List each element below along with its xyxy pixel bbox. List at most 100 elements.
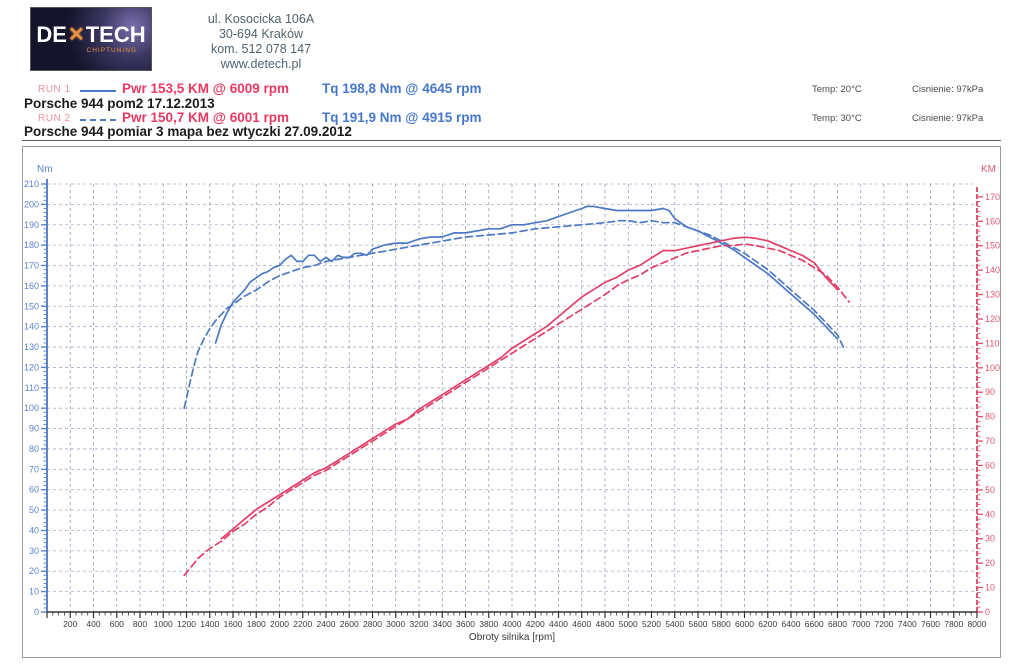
svg-text:40: 40 (985, 509, 995, 519)
svg-text:190: 190 (24, 220, 39, 230)
svg-text:3200: 3200 (410, 619, 429, 629)
svg-text:0: 0 (34, 607, 39, 617)
svg-text:140: 140 (24, 322, 39, 332)
svg-text:400: 400 (86, 619, 100, 629)
svg-text:210: 210 (24, 179, 39, 189)
address-line-street: ul. Kosocicka 106A (207, 12, 315, 26)
address-line-phone: kom. 512 078 147 (210, 42, 312, 56)
run1-torque-peak: Tq 198,8 Nm @ 4645 rpm (322, 81, 482, 96)
svg-text:150: 150 (985, 241, 1000, 251)
svg-text:100: 100 (24, 403, 39, 413)
svg-text:140: 140 (985, 265, 1000, 275)
svg-text:5600: 5600 (689, 619, 708, 629)
svg-text:3400: 3400 (433, 619, 452, 629)
header-divider (22, 140, 1001, 141)
svg-text:110: 110 (985, 338, 999, 348)
svg-text:3800: 3800 (479, 619, 498, 629)
run1-line-swatch (80, 90, 116, 92)
svg-text:80: 80 (985, 412, 995, 422)
svg-text:4600: 4600 (572, 619, 591, 629)
svg-text:3000: 3000 (386, 619, 405, 629)
svg-text:5400: 5400 (665, 619, 684, 629)
svg-text:200: 200 (24, 199, 39, 209)
run2-title: Porsche 944 pomiar 3 mapa bez wtyczki 27… (24, 124, 352, 139)
run1-pressure: Cisnienie: 97kPa (912, 84, 984, 95)
logo-text-left: DE (36, 21, 67, 47)
svg-text:7800: 7800 (944, 619, 963, 629)
svg-text:2200: 2200 (293, 619, 312, 629)
svg-text:5800: 5800 (712, 619, 731, 629)
svg-text:10: 10 (29, 587, 39, 597)
logo-x-arrows-icon: ✕ (67, 23, 85, 46)
svg-text:50: 50 (985, 485, 995, 495)
svg-text:90: 90 (985, 387, 995, 397)
svg-text:120: 120 (24, 362, 39, 372)
svg-text:7400: 7400 (898, 619, 917, 629)
svg-text:80: 80 (29, 444, 39, 454)
svg-text:6800: 6800 (828, 619, 847, 629)
svg-text:2000: 2000 (270, 619, 289, 629)
svg-text:6400: 6400 (782, 619, 801, 629)
svg-text:70: 70 (985, 436, 995, 446)
svg-text:1200: 1200 (177, 619, 196, 629)
svg-text:6600: 6600 (805, 619, 824, 629)
svg-text:4000: 4000 (503, 619, 522, 629)
svg-text:50: 50 (29, 505, 39, 515)
run2-torque-peak: Tq 191,9 Nm @ 4915 rpm (322, 110, 482, 125)
svg-text:170: 170 (24, 261, 39, 271)
svg-text:8000: 8000 (968, 619, 987, 629)
logo-subtitle: CHIPTUNING (86, 46, 137, 54)
svg-text:30: 30 (29, 546, 39, 556)
logo-text-right: TECH (85, 21, 146, 47)
run1-label: RUN 1 (38, 84, 71, 95)
svg-text:70: 70 (29, 464, 39, 474)
logo-wordmark: DE ✕ TECH (36, 21, 146, 47)
svg-text:100: 100 (985, 363, 1000, 373)
run1-temp: Temp: 20°C (812, 84, 862, 95)
svg-text:20: 20 (985, 558, 995, 568)
svg-text:2800: 2800 (363, 619, 382, 629)
svg-text:600: 600 (110, 619, 124, 629)
svg-text:90: 90 (29, 424, 39, 434)
svg-text:2600: 2600 (340, 619, 359, 629)
svg-text:1400: 1400 (200, 619, 219, 629)
svg-text:110: 110 (25, 383, 39, 393)
svg-text:60: 60 (985, 460, 995, 470)
svg-text:2400: 2400 (317, 619, 336, 629)
svg-text:4800: 4800 (596, 619, 615, 629)
run2-power-peak: Pwr 150,7 KM @ 6001 rpm (122, 110, 289, 125)
svg-text:160: 160 (985, 216, 1000, 226)
svg-text:160: 160 (24, 281, 39, 291)
svg-text:Nm: Nm (37, 164, 53, 175)
svg-text:0: 0 (985, 607, 990, 617)
svg-text:30: 30 (985, 534, 995, 544)
svg-text:170: 170 (985, 192, 1000, 202)
svg-text:4400: 4400 (549, 619, 568, 629)
detech-logo: DE ✕ TECH CHIPTUNING (30, 7, 152, 71)
svg-text:7200: 7200 (875, 619, 894, 629)
svg-text:120: 120 (985, 314, 1000, 324)
svg-text:KM: KM (981, 164, 996, 175)
svg-text:40: 40 (29, 525, 39, 535)
svg-text:130: 130 (985, 290, 1000, 300)
run2-temp: Temp: 30°C (812, 113, 862, 124)
svg-text:6200: 6200 (758, 619, 777, 629)
svg-text:200: 200 (63, 619, 77, 629)
svg-text:3600: 3600 (456, 619, 475, 629)
svg-text:6000: 6000 (735, 619, 754, 629)
svg-text:60: 60 (29, 485, 39, 495)
svg-text:130: 130 (24, 342, 39, 352)
run1-title: Porsche 944 pom2 17.12.2013 (24, 96, 215, 111)
run1-power-peak: Pwr 153,5 KM @ 6009 rpm (122, 81, 289, 96)
svg-text:1800: 1800 (247, 619, 266, 629)
run2-label: RUN 2 (38, 113, 71, 124)
svg-text:Obroty silnika [rpm]: Obroty silnika [rpm] (469, 632, 555, 643)
address-line-web: www.detech.pl (220, 57, 302, 71)
svg-text:1600: 1600 (224, 619, 243, 629)
run2-line-swatch (80, 119, 116, 121)
run2-pressure: Cisnienie: 97kPa (912, 113, 984, 124)
address-line-city: 30-694 Kraków (218, 27, 304, 41)
svg-text:800: 800 (133, 619, 147, 629)
svg-text:150: 150 (24, 301, 39, 311)
svg-text:20: 20 (29, 566, 39, 576)
